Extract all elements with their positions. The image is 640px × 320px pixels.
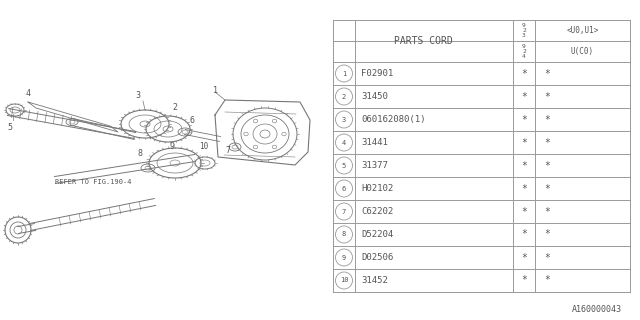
Text: A160000043: A160000043: [572, 305, 622, 314]
Text: 10: 10: [340, 277, 348, 284]
Text: D02506: D02506: [361, 253, 393, 262]
Text: 4: 4: [342, 140, 346, 146]
Text: *: *: [521, 115, 527, 124]
Text: 3: 3: [342, 116, 346, 123]
Text: *: *: [544, 161, 550, 171]
Text: *: *: [544, 183, 550, 194]
Text: 9
2
3: 9 2 3: [522, 23, 526, 38]
Text: *: *: [521, 138, 527, 148]
Text: 6: 6: [342, 186, 346, 191]
Text: 9: 9: [342, 254, 346, 260]
Text: 7: 7: [342, 209, 346, 214]
Text: 6: 6: [189, 116, 195, 124]
Text: U(C0): U(C0): [571, 47, 594, 56]
Text: *: *: [544, 252, 550, 262]
Text: *: *: [521, 68, 527, 78]
Text: D52204: D52204: [361, 230, 393, 239]
Text: *: *: [544, 138, 550, 148]
Text: 7: 7: [225, 146, 230, 155]
Text: 4: 4: [26, 89, 31, 98]
Text: 8: 8: [342, 231, 346, 237]
Text: *: *: [521, 161, 527, 171]
Text: 10: 10: [200, 141, 209, 150]
Text: 31441: 31441: [361, 138, 388, 147]
Text: PARTS CORD: PARTS CORD: [394, 36, 452, 46]
Text: 8: 8: [138, 148, 143, 157]
Text: *: *: [521, 183, 527, 194]
Text: 060162080(1): 060162080(1): [361, 115, 426, 124]
Text: 3: 3: [136, 91, 141, 100]
Text: 2: 2: [173, 102, 177, 111]
Text: 31452: 31452: [361, 276, 388, 285]
Text: 2: 2: [342, 93, 346, 100]
Text: 1: 1: [342, 70, 346, 76]
Text: *: *: [521, 92, 527, 101]
Text: *: *: [521, 229, 527, 239]
Text: *: *: [544, 206, 550, 217]
Text: H02102: H02102: [361, 184, 393, 193]
Text: 5: 5: [8, 123, 13, 132]
Text: *: *: [544, 68, 550, 78]
Text: *: *: [544, 229, 550, 239]
Text: *: *: [544, 115, 550, 124]
Text: C62202: C62202: [361, 207, 393, 216]
Text: 9
2
4: 9 2 4: [522, 44, 526, 59]
Text: 1: 1: [212, 85, 218, 94]
Text: F02901: F02901: [361, 69, 393, 78]
Text: 5: 5: [342, 163, 346, 169]
Text: *: *: [521, 252, 527, 262]
Text: *: *: [521, 276, 527, 285]
Text: 31450: 31450: [361, 92, 388, 101]
Text: 31377: 31377: [361, 161, 388, 170]
Text: *: *: [544, 276, 550, 285]
Text: 9: 9: [170, 141, 175, 150]
Text: *: *: [544, 92, 550, 101]
Text: REFER TO FIG.190-4: REFER TO FIG.190-4: [55, 179, 131, 185]
Text: *: *: [521, 206, 527, 217]
Text: <U0,U1>: <U0,U1>: [566, 26, 598, 35]
